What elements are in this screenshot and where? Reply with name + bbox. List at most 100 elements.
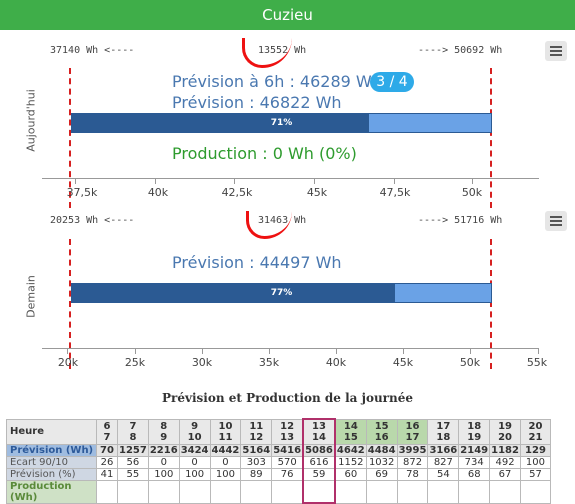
table-cell: [334, 479, 367, 504]
table-row: Production (Wh): [6, 479, 551, 504]
table-cell: 827: [427, 455, 460, 469]
table-cell: 54: [427, 467, 460, 481]
table-cell: 4642: [334, 443, 367, 457]
table-cell: 5164: [240, 443, 273, 457]
table-cell: [240, 479, 273, 504]
hour-end: 21: [528, 431, 543, 443]
hamburger-line: [550, 50, 562, 52]
table-cell: [458, 479, 491, 504]
hour-end: 10: [187, 431, 202, 443]
table-title: Prévision et Production de la journée: [162, 391, 413, 405]
hour-end: 12: [249, 431, 264, 443]
table-cell: 5086: [302, 443, 336, 457]
hour-start: 12: [280, 420, 295, 432]
tick-label: 40k: [325, 356, 347, 369]
hour-start: 15: [374, 420, 389, 432]
table-row: Prévision (Wh) 70 1257 2216 3424 4442 5164 5416…: [6, 443, 551, 457]
hour-end: 16: [374, 431, 389, 443]
tick: [470, 348, 471, 354]
table-cell: 26: [96, 455, 118, 469]
today-annotation-mark: [242, 38, 292, 68]
table-cell: 2216: [147, 443, 180, 457]
table-cell: 3424: [178, 443, 211, 457]
table-cell: 55: [117, 467, 149, 481]
table-cell: 70: [96, 443, 118, 457]
table-cell: 0: [209, 455, 242, 469]
table-cell: [209, 479, 242, 504]
table-cell: 0: [147, 455, 180, 469]
tick: [135, 348, 136, 354]
today-axis-label: Aujourd'hui: [24, 89, 38, 152]
today-progress-fill: [72, 114, 370, 132]
table-cell: 734: [458, 455, 491, 469]
tick: [202, 348, 203, 354]
tick: [538, 348, 539, 354]
hour-start: 14: [343, 420, 358, 432]
hour-start: 9: [191, 420, 199, 432]
tick-label: 47,5k: [379, 186, 411, 199]
tomorrow-forecast: Prévision : 44497 Wh: [172, 253, 342, 272]
today-right-bound: ----> 50692 Wh: [418, 45, 503, 56]
hour-start: 8: [160, 420, 168, 432]
hamburger-line: [550, 54, 562, 56]
today-left-bound: 37140 Wh <----: [50, 45, 135, 56]
table-cell: [117, 479, 149, 504]
table-cell: [365, 479, 398, 504]
table-cell: 5416: [271, 443, 304, 457]
hamburger-line: [550, 224, 562, 226]
hour-start: 10: [218, 420, 233, 432]
tomorrow-axis-line: [42, 348, 539, 349]
table-cell: 76: [271, 467, 304, 481]
table-cell: [519, 479, 551, 504]
hour-end: 18: [436, 431, 451, 443]
hour-header-cell: 10 11: [209, 418, 242, 445]
tick-label: 45k: [306, 186, 328, 199]
table-cell: 89: [240, 467, 273, 481]
row-label: Prévision (%): [6, 467, 97, 481]
table-cell: 1182: [489, 443, 521, 457]
hour-header-cell: 13 14: [302, 418, 336, 445]
table-cell: 570: [271, 455, 304, 469]
today-menu-button[interactable]: [545, 41, 567, 61]
table-cell: 4442: [209, 443, 242, 457]
hour-start: 20: [528, 420, 543, 432]
table-cell: [271, 479, 304, 504]
hour-end: 19: [467, 431, 482, 443]
tick-label: 37,5k: [66, 186, 98, 199]
table-cell: 69: [365, 467, 398, 481]
hour-end: 8: [129, 431, 137, 443]
tick: [75, 178, 76, 184]
tick: [472, 178, 473, 184]
hour-start: 19: [498, 420, 512, 432]
row-label: Production (Wh): [6, 479, 97, 504]
hour-header-cell: 19 20: [489, 418, 521, 445]
tomorrow-progress-fill: [72, 284, 395, 302]
hour-header-cell: 9 10: [178, 418, 211, 445]
table-cell: 1152: [334, 455, 367, 469]
table-cell: 3166: [427, 443, 460, 457]
table-cell: [427, 479, 460, 504]
hour-header-cell: 11 12: [240, 418, 273, 445]
tick-label: 45k: [392, 356, 414, 369]
tomorrow-right-bound: ----> 51716 Wh: [418, 215, 503, 226]
tomorrow-annotation-mark: [246, 211, 292, 239]
tomorrow-progress-bar: 77%: [71, 283, 492, 303]
hour-start: 7: [129, 420, 137, 432]
tick: [314, 178, 315, 184]
hamburger-menu-icon: [550, 216, 562, 218]
tomorrow-min-line: [69, 239, 71, 369]
today-axis-line: [42, 178, 539, 179]
tomorrow-menu-button[interactable]: [545, 211, 567, 231]
table-cell: 3995: [396, 443, 429, 457]
tick-label: 40k: [147, 186, 169, 199]
site-title-bar: Cuzieu: [0, 0, 575, 30]
tick-label: 20k: [57, 356, 79, 369]
table-cell: 100: [147, 467, 180, 481]
tick: [269, 348, 270, 354]
hour-end: 13: [280, 431, 295, 443]
hour-start: 13: [312, 420, 326, 432]
today-production: Production : 0 Wh (0%): [172, 144, 357, 163]
tick-label: 30k: [191, 356, 213, 369]
table-cell: 0: [178, 455, 211, 469]
